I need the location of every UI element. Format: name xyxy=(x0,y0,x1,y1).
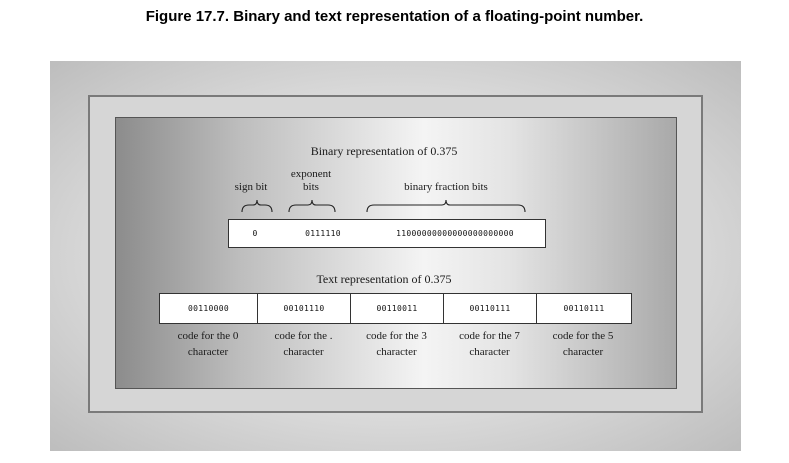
byte-cell: 00110111 xyxy=(563,304,605,313)
fraction-bits-value: 11000000000000000000000 xyxy=(396,229,514,238)
byte-caption-line2: character xyxy=(562,346,604,358)
exponent-brace xyxy=(288,199,336,213)
byte-caption-line2: character xyxy=(187,346,229,358)
byte-caption-line2: character xyxy=(376,346,417,358)
diagram-panel: Binary representation of 0.375 sign bit … xyxy=(115,117,677,389)
text-section-title: Text representation of 0.375 xyxy=(316,272,452,286)
fraction-bits-label: binary fraction bits xyxy=(404,181,488,193)
sign-brace xyxy=(241,199,273,213)
sign-bit-label: sign bit xyxy=(234,181,268,193)
byte-cell: 00110111 xyxy=(444,294,537,323)
binary-section-title: Binary representation of 0.375 xyxy=(310,144,458,158)
exponent-bits-value: 0111110 xyxy=(305,229,341,238)
byte-caption-line1: code for the 0 xyxy=(177,330,239,342)
figure-caption: Figure 17.7. Binary and text representat… xyxy=(145,8,644,25)
byte-caption-line1: code for the 3 xyxy=(366,330,427,342)
exponent-label-line1: exponent xyxy=(290,168,332,180)
byte-caption-line2: character xyxy=(469,346,510,358)
byte-cell: 00110011 xyxy=(351,294,444,323)
byte-caption-line1: code for the 7 xyxy=(459,330,520,342)
byte-cell: 00110000 xyxy=(160,294,258,323)
exponent-label-line2: bits xyxy=(303,181,319,193)
byte-caption-line1: code for the 5 xyxy=(552,330,614,342)
binary-bit-box: 0 0111110 11000000000000000000000 xyxy=(228,219,546,248)
byte-cell: 00101110 xyxy=(258,294,351,323)
fraction-brace xyxy=(366,199,526,213)
text-byte-box: 00110000 00101110 00110011 00110111 0011… xyxy=(159,293,632,324)
sign-bit-value: 0 xyxy=(252,229,258,238)
byte-caption-line2: character xyxy=(283,346,324,358)
byte-caption-line1: code for the . xyxy=(274,330,333,342)
